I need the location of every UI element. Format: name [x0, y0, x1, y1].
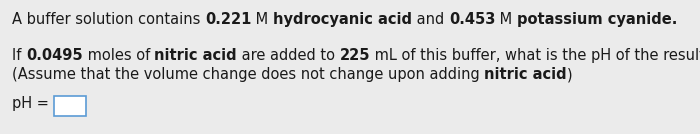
Text: moles of: moles of — [83, 48, 155, 63]
Text: potassium cyanide.: potassium cyanide. — [517, 12, 678, 27]
Text: A buffer solution contains: A buffer solution contains — [12, 12, 205, 27]
Text: M: M — [496, 12, 517, 27]
Text: 0.453: 0.453 — [449, 12, 496, 27]
Text: and: and — [412, 12, 449, 27]
Text: nitric acid: nitric acid — [155, 48, 237, 63]
Text: M: M — [251, 12, 273, 27]
Text: (Assume that the volume change does not change upon adding: (Assume that the volume change does not … — [12, 67, 484, 82]
Text: 225: 225 — [340, 48, 370, 63]
Text: 0.221: 0.221 — [205, 12, 251, 27]
Text: mL of this buffer, what is the pH of the resulting solution ?: mL of this buffer, what is the pH of the… — [370, 48, 700, 63]
Text: 0.0495: 0.0495 — [26, 48, 83, 63]
Text: ): ) — [567, 67, 573, 82]
Text: are added to: are added to — [237, 48, 340, 63]
Text: nitric acid: nitric acid — [484, 67, 567, 82]
Text: If: If — [12, 48, 26, 63]
Text: hydrocyanic acid: hydrocyanic acid — [273, 12, 412, 27]
Text: pH =: pH = — [12, 96, 53, 111]
FancyBboxPatch shape — [53, 96, 85, 116]
